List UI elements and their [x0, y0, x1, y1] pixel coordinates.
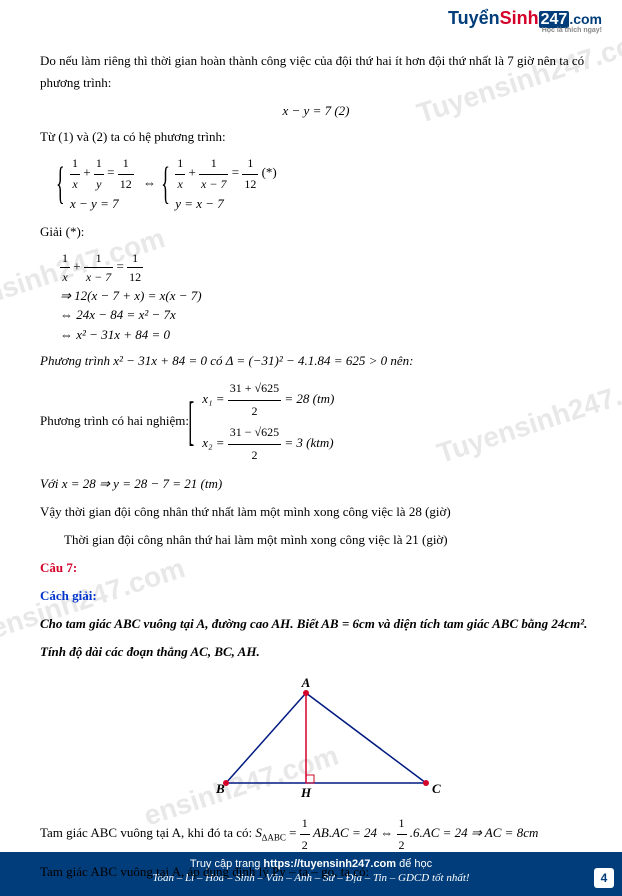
problem-statement: Tính độ dài các đoạn thẳng AC, BC, AH.	[40, 641, 592, 663]
paragraph: Do nếu làm riêng thì thời gian hoàn thàn…	[40, 50, 592, 94]
document-body: Do nếu làm riêng thì thời gian hoàn thàn…	[0, 0, 622, 883]
paragraph: Thời gian đội công nhân thứ hai làm một …	[64, 529, 592, 551]
svg-text:C: C	[432, 781, 441, 796]
solution-heading: Cách giải:	[40, 585, 592, 607]
problem-statement: Cho tam giác ABC vuông tại A, đường cao …	[40, 613, 592, 635]
equation-system: 1x + 1y = 112 x − y = 7 ⇔ 1x + 1x − 7 = …	[60, 154, 592, 214]
roots: Phương trình có hai nghiệm: x₁ = 31 + √6…	[40, 378, 592, 466]
paragraph: Tam giác ABC vuông tại A, áp dụng định l…	[40, 861, 592, 883]
paragraph: Giải (*):	[40, 221, 592, 243]
triangle-diagram: A B C H	[186, 673, 446, 803]
svg-text:H: H	[300, 785, 312, 800]
equation-steps: 1x + 1x − 7 = 112 ⇒ 12(x − 7 + x) = x(x …	[60, 249, 592, 345]
question-heading: Câu 7:	[40, 557, 592, 579]
svg-text:A: A	[301, 675, 311, 690]
equation: x − y = 7 (2)	[40, 100, 592, 122]
paragraph: Phương trình x² − 31x + 84 = 0 có Δ = (−…	[40, 350, 592, 372]
paragraph: Tam giác ABC vuông tại A, khi đó ta có: …	[40, 813, 592, 855]
paragraph: Với x = 28 ⇒ y = 28 − 7 = 21 (tm)	[40, 473, 592, 495]
svg-text:B: B	[215, 781, 225, 796]
paragraph: Từ (1) và (2) ta có hệ phương trình:	[40, 126, 592, 148]
paragraph: Vậy thời gian đội công nhân thứ nhất làm…	[40, 501, 592, 523]
